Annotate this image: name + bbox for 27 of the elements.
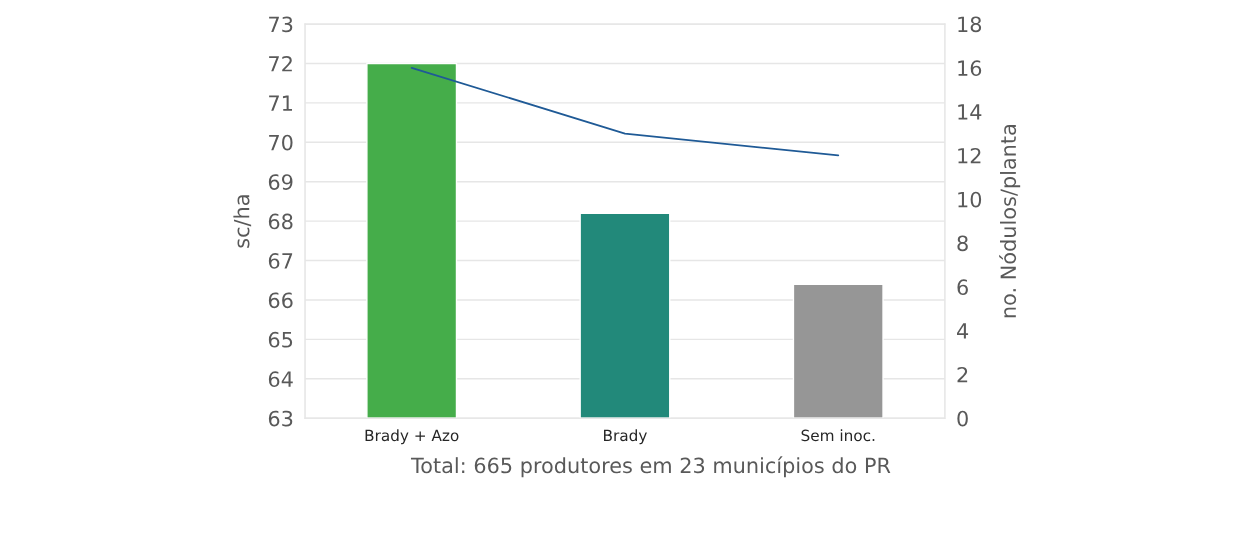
y-tick-label: 68 [268, 213, 293, 230]
y2-tick-label: 4 [957, 323, 969, 339]
y-axis-title: sc/ha [233, 195, 252, 248]
y2-tick-label: 2 [957, 366, 968, 383]
y-tick-label: 72 [269, 55, 292, 72]
y2-tick-label: 16 [958, 60, 982, 77]
y2-tick-label: 18 [958, 16, 982, 33]
y2-tick-label: 8 [957, 235, 968, 252]
text: Total: 665 produtores em 23 municípios do PR [410, 456, 891, 478]
x-tick-label: Brady + Azo [365, 429, 459, 445]
y2-tick-label: 0 [957, 410, 968, 427]
y2-tick-label: 10 [958, 191, 982, 208]
y-tick-label: 71 [269, 95, 292, 111]
y-tick-label: 65 [268, 331, 293, 348]
y-tick-label: 73 [269, 16, 293, 33]
x-tick-label: Brady [604, 429, 647, 445]
y-tick-label: 66 [268, 292, 293, 309]
x-tick-label: Sem inoc. [801, 429, 875, 442]
y2-tick-label: 12 [958, 147, 981, 164]
y-tick-label: 69 [268, 174, 293, 190]
y-tick-label: 67 [268, 253, 293, 269]
y2-axis-title: no. Nódulos/planta [999, 125, 1021, 318]
y-tick-label: 63 [268, 410, 293, 427]
y-tick-label: 70 [269, 134, 293, 151]
y2-tick-label: 14 [958, 104, 982, 120]
y-tick-label: 64 [268, 371, 293, 388]
y2-tick-label: 6 [957, 279, 968, 296]
